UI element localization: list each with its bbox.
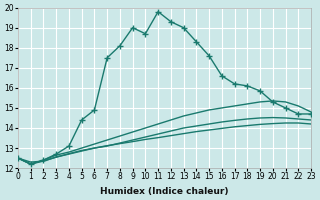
X-axis label: Humidex (Indice chaleur): Humidex (Indice chaleur) [100,187,229,196]
